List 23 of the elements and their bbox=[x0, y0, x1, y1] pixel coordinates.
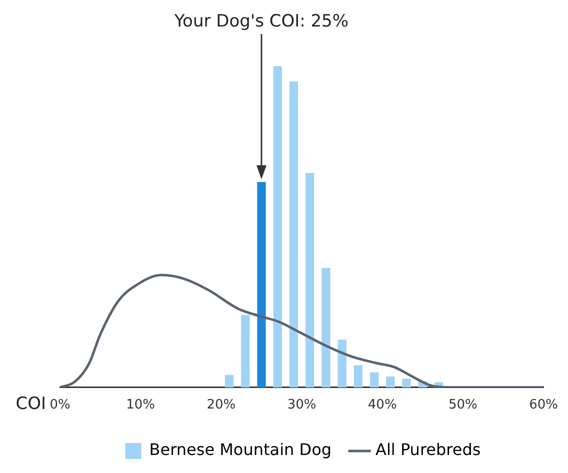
x-tick-label: 20% bbox=[206, 398, 236, 413]
bar bbox=[354, 365, 363, 388]
text: Your Dog's COI: 25% bbox=[173, 11, 349, 32]
legend-label: All Purebreds bbox=[376, 440, 481, 460]
bar bbox=[224, 374, 234, 388]
bar bbox=[402, 378, 411, 388]
x-tick-label: 50% bbox=[448, 398, 478, 413]
bar bbox=[241, 314, 250, 388]
bar bbox=[273, 66, 282, 388]
x-tick-label: 10% bbox=[126, 398, 156, 413]
x-tick-label: 40% bbox=[368, 398, 397, 413]
x-tick-label: 0% bbox=[50, 398, 70, 413]
bar bbox=[306, 172, 314, 388]
bar bbox=[386, 376, 395, 388]
bar bbox=[322, 268, 330, 388]
x-axis-title: COI bbox=[16, 394, 46, 414]
x-tick-label: 30% bbox=[287, 398, 316, 413]
bar bbox=[289, 81, 298, 388]
legend-label: Bernese Mountain Dog bbox=[149, 440, 332, 460]
bar bbox=[370, 372, 379, 388]
bar bbox=[338, 340, 346, 388]
bar bbox=[257, 182, 266, 388]
x-tick-label: 60% bbox=[529, 398, 558, 413]
